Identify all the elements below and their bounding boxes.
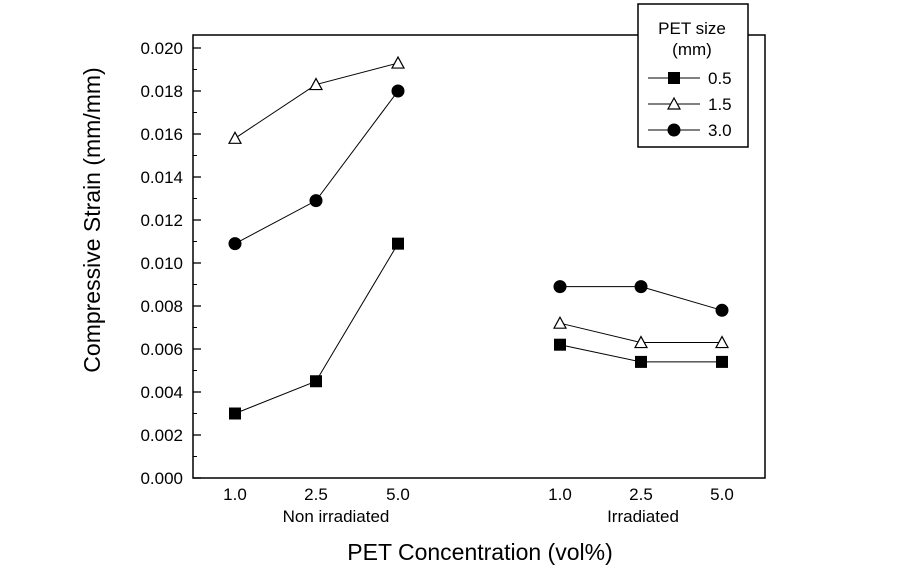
y-tick-label: 0.004 [140, 383, 183, 402]
y-tick-label: 0.006 [140, 340, 183, 359]
data-point [392, 237, 404, 250]
series-layer [227, 55, 730, 420]
data-point [716, 355, 728, 368]
data-point [228, 237, 242, 251]
series-0-5 [229, 237, 728, 420]
x-tick-label: 1.0 [223, 485, 247, 504]
data-point [390, 55, 406, 69]
group-label: Non irradiated [283, 507, 390, 526]
y-tick-label: 0.020 [140, 39, 183, 58]
series-1-5 [227, 55, 730, 349]
legend-label: 3.0 [708, 121, 732, 140]
y-tick-label: 0.014 [140, 168, 183, 187]
legend-marker [667, 123, 681, 137]
y-tick-label: 0.018 [140, 82, 183, 101]
data-point [309, 194, 323, 208]
data-point [714, 335, 730, 349]
x-tick-label: 5.0 [386, 485, 410, 504]
plot-frame [192, 34, 766, 479]
x-tick-label: 2.5 [304, 485, 328, 504]
data-point [308, 77, 324, 91]
legend-label: 0.5 [708, 69, 732, 88]
legend-items: 0.5 1.5 3.0 [648, 69, 732, 140]
data-point [229, 407, 241, 420]
y-tick-label: 0.002 [140, 426, 183, 445]
data-point [633, 335, 649, 349]
y-ticks: 0.000 0.002 0.004 0.006 0.008 0.010 0.012 0.014… [140, 39, 201, 488]
series-3-0 [228, 84, 729, 317]
legend: PET size (mm) 0.5 1.5 3.0 [637, 3, 749, 148]
y-tick-label: 0.000 [140, 469, 183, 488]
data-point [391, 84, 405, 98]
data-point [634, 280, 648, 294]
x-tick-label: 2.5 [629, 485, 653, 504]
series-line [234, 243, 399, 414]
x-tick-label: 1.0 [548, 485, 572, 504]
y-axis-title: Compressive Strain (mm/mm) [79, 67, 105, 372]
legend-marker [666, 96, 682, 110]
y-tick-label: 0.008 [140, 297, 183, 316]
data-point [715, 303, 729, 317]
x-axis-title: PET Concentration (vol%) [347, 539, 612, 565]
series-line [234, 90, 399, 245]
y-tick-label: 0.012 [140, 211, 183, 230]
data-point [553, 280, 567, 294]
legend-title-line-2: (mm) [672, 40, 712, 59]
y-tick-label: 0.016 [140, 125, 183, 144]
x-tick-label: 5.0 [710, 485, 734, 504]
data-point [310, 375, 322, 388]
legend-title-line-1: PET size [658, 19, 726, 38]
legend-marker [668, 72, 680, 84]
data-point [554, 338, 566, 351]
legend-box [637, 3, 749, 148]
group-label: Irradiated [607, 507, 679, 526]
data-point [552, 315, 568, 329]
y-tick-label: 0.010 [140, 254, 183, 273]
x-ticks: 1.0 2.5 5.0 Non irradiated 1.0 2.5 5.0 Irradiat… [223, 485, 734, 526]
legend-label: 1.5 [708, 95, 732, 114]
axes [192, 34, 766, 479]
data-point [635, 355, 647, 368]
series-line [234, 62, 399, 139]
data-point [227, 131, 243, 144]
